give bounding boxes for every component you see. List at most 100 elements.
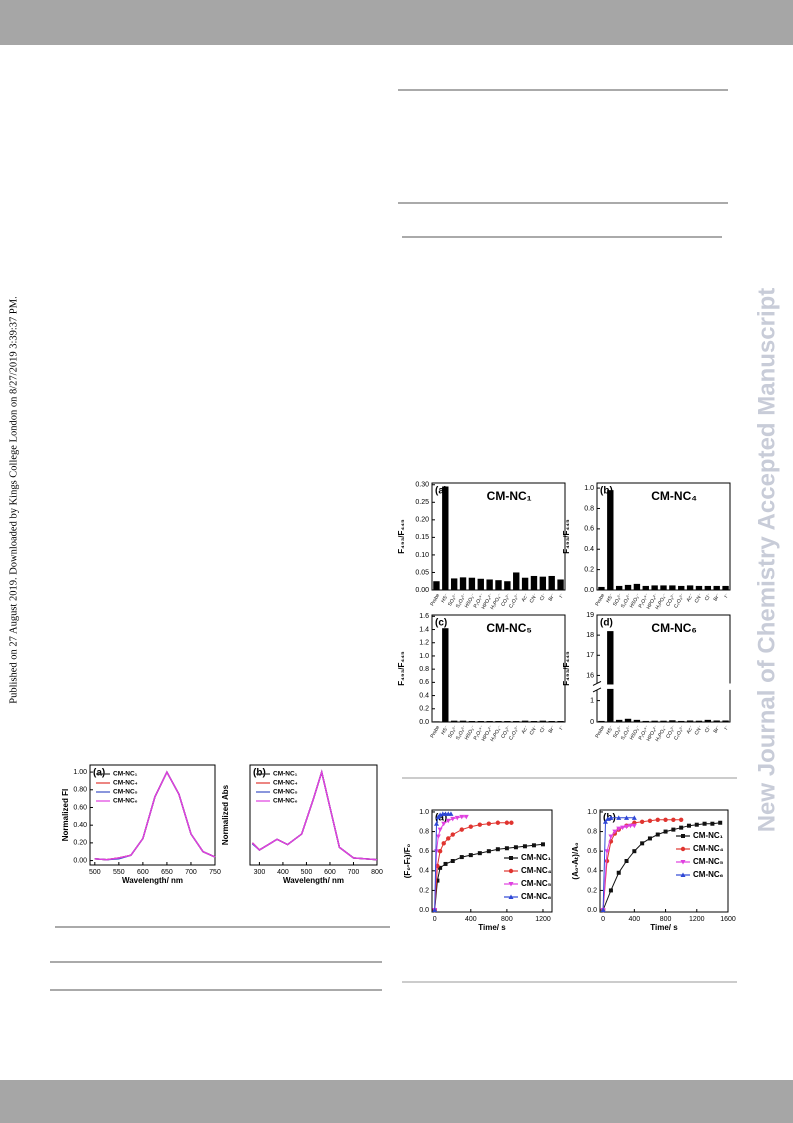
bar — [722, 720, 729, 722]
x-tick-label: 1200 — [535, 916, 551, 923]
bar — [504, 721, 511, 722]
y-tick-label: 0.10 — [415, 552, 429, 559]
journal-banner: New Journal of Chemistry Accepted Manusc… — [753, 288, 780, 833]
bar — [651, 585, 658, 590]
x-tick-label: Br⁻ — [548, 724, 557, 734]
x-tick-label: Probe — [429, 724, 441, 739]
marker — [624, 859, 629, 863]
marker — [435, 878, 440, 883]
marker — [434, 849, 440, 854]
bar — [442, 628, 449, 722]
x-tick-label: HS⁻ — [605, 592, 615, 604]
panel-label: (d) — [600, 618, 613, 629]
bar — [704, 719, 712, 722]
plot-frame — [89, 764, 216, 866]
marker — [504, 846, 509, 851]
legend-label: CM-NC₅ — [273, 789, 298, 796]
bar — [660, 585, 667, 590]
marker — [438, 865, 443, 870]
bar — [607, 490, 614, 590]
bar — [459, 720, 467, 722]
x-tick-label: 0 — [601, 916, 605, 923]
x-tick-label: 800 — [660, 916, 672, 923]
marker — [718, 820, 723, 825]
legend-label: CM-NC₄ — [521, 866, 552, 875]
plot-frame — [249, 764, 378, 866]
marker — [671, 827, 676, 832]
y-tick-label: 0.15 — [415, 534, 429, 541]
x-tick-label: 550 — [113, 869, 125, 876]
x-tick-label: Ac⁻ — [686, 592, 696, 603]
x-tick-label: Br⁻ — [713, 724, 722, 734]
bar — [722, 585, 729, 590]
x-tick-label: 500 — [301, 869, 313, 876]
bar — [651, 720, 658, 722]
y-tick-label: 1 — [590, 697, 594, 704]
marker — [477, 851, 482, 856]
bar — [468, 577, 476, 590]
y-tick-label: 1.6 — [419, 613, 429, 620]
y-tick-label: 0.20 — [415, 517, 429, 524]
y-tick-label: 0.4 — [587, 868, 597, 875]
series-line — [434, 816, 467, 911]
bar — [513, 721, 520, 722]
x-axis-label: Wavelength/ nm — [122, 876, 183, 885]
bar — [504, 581, 511, 590]
marker — [531, 843, 536, 848]
marker — [441, 821, 447, 827]
x-tick-label: 700 — [185, 869, 197, 876]
x-tick-label: 800 — [371, 869, 383, 876]
y-tick-label: 0.30 — [415, 482, 429, 489]
y-tick-label: 0.05 — [415, 569, 429, 576]
bar — [548, 721, 555, 722]
bar — [713, 585, 720, 590]
panel-label: (b) — [600, 486, 613, 497]
bar — [695, 720, 703, 722]
series-line — [602, 822, 721, 911]
marker — [608, 888, 613, 893]
marker — [680, 860, 686, 865]
x-tick-label: 650 — [161, 869, 173, 876]
bar — [557, 721, 564, 722]
x-tick-label: I⁻ — [723, 592, 730, 599]
marker — [663, 817, 668, 823]
marker — [620, 825, 626, 831]
bar — [615, 585, 623, 590]
marker — [486, 849, 491, 854]
axis-break-mark — [592, 687, 602, 693]
bar — [660, 720, 667, 722]
x-tick-label: Ac⁻ — [521, 592, 531, 603]
bar — [477, 578, 484, 590]
marker — [600, 907, 606, 913]
marker — [616, 826, 622, 832]
y-axis-label: F₄₉₃/F₄₄₅ — [397, 519, 406, 554]
marker — [678, 817, 684, 823]
axis-break-mark — [592, 681, 602, 686]
y-tick-label: 0.40 — [73, 822, 87, 829]
y-tick-label: 1.0 — [587, 809, 597, 816]
marker — [504, 820, 510, 825]
y-tick-label: 0.80 — [73, 787, 87, 794]
y-tick-label: 18 — [586, 632, 594, 639]
footer-bar — [0, 1080, 793, 1123]
x-tick-label: CN⁻ — [529, 724, 539, 736]
bar — [486, 721, 493, 722]
x-tick-label: CN⁻ — [694, 592, 704, 604]
y-axis-label: F₄₉₃/F₄₄₅ — [562, 651, 571, 686]
x-axis-label: Time/ s — [650, 923, 678, 932]
panel-label: (a) — [93, 768, 105, 779]
y-tick-label: 0.6 — [419, 679, 429, 686]
panel-label: (c) — [435, 618, 447, 629]
marker — [702, 821, 707, 826]
series-line — [251, 769, 378, 861]
marker — [448, 811, 454, 816]
x-tick-label: Br⁻ — [713, 592, 722, 602]
y-axis-label: F₄₉₃/F₄₄₅ — [562, 519, 571, 554]
y-tick-label: 0 — [590, 719, 594, 726]
y-tick-label: 0.00 — [415, 587, 429, 594]
x-tick-label: 600 — [324, 869, 336, 876]
marker — [508, 894, 514, 899]
x-tick-label: CN⁻ — [694, 724, 704, 736]
x-tick-label: 0 — [433, 916, 437, 923]
